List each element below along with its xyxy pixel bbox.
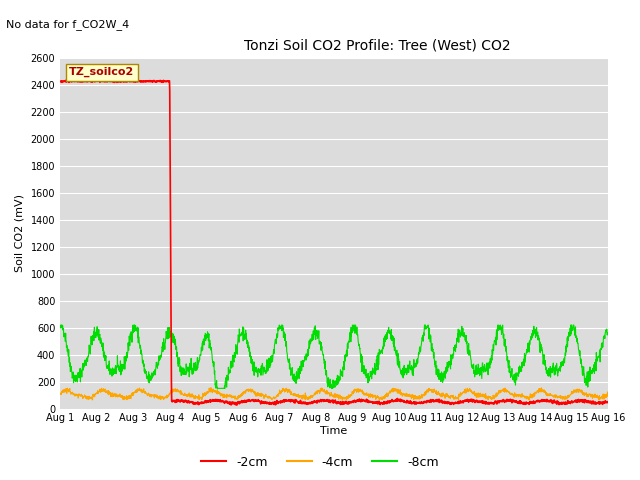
X-axis label: Time: Time: [321, 426, 348, 436]
Legend: -2cm, -4cm, -8cm: -2cm, -4cm, -8cm: [196, 451, 444, 474]
Title: Tonzi Soil CO2 Profile: Tree (West) CO2: Tonzi Soil CO2 Profile: Tree (West) CO2: [244, 39, 511, 53]
Text: No data for f_CO2W_4: No data for f_CO2W_4: [6, 19, 130, 30]
Y-axis label: Soil CO2 (mV): Soil CO2 (mV): [15, 194, 25, 273]
